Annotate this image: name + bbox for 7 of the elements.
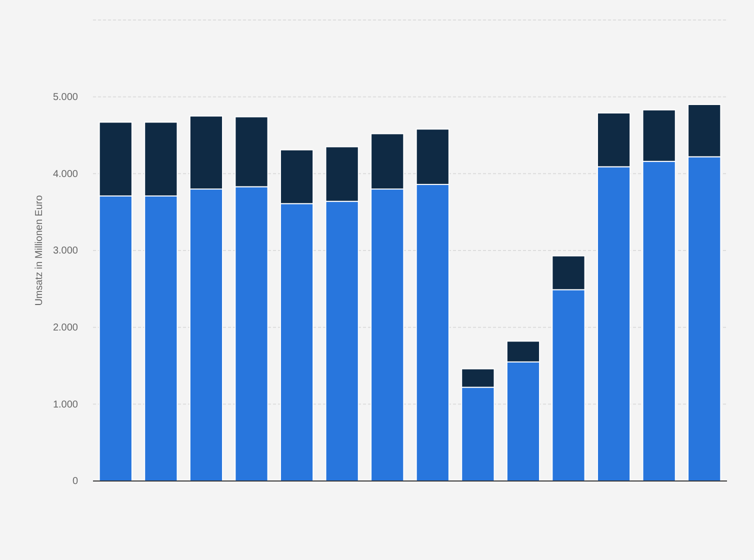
y-tick-label: 4.000 <box>52 168 78 180</box>
y-axis-title: Umsatz in Millionen Euro <box>34 194 45 306</box>
y-tick-label: 0 <box>72 476 78 488</box>
y-tick-label: 1.000 <box>52 399 78 410</box>
y-tick-label: 2.000 <box>52 322 78 334</box>
y-tick-label: 5.000 <box>52 92 78 104</box>
y-tick-label: 3.000 <box>52 246 78 257</box>
